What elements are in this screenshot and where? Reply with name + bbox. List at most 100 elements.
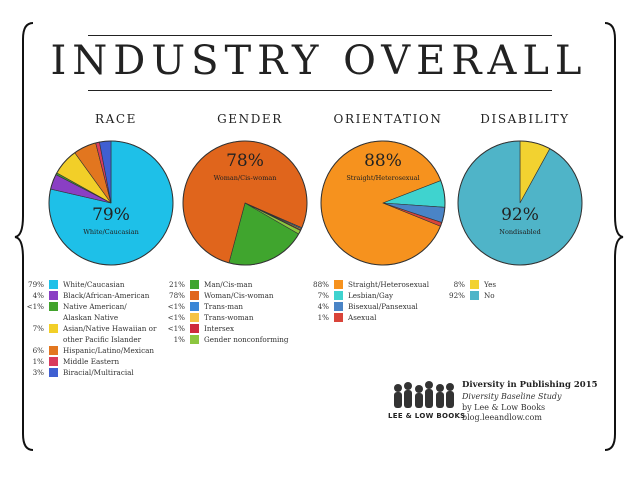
lee-low-logo-icon — [394, 381, 454, 408]
orientation-heading: ORIENTATION — [333, 112, 443, 126]
legend-swatch — [49, 291, 58, 300]
race-heading: RACE — [94, 112, 138, 126]
legend-percent: 7% — [32, 324, 44, 333]
race-legend-item: 1% Middle Eastern — [22, 356, 182, 367]
legend-swatch — [334, 302, 343, 311]
gender-center-caption: Woman/Cis-woman — [214, 174, 277, 182]
race-legend-item: 6% Hispanic/Latino/Mexican — [22, 345, 182, 356]
race-legend-item: 7% Asian/Native Hawaiian or other Pacific… — [22, 323, 182, 345]
legend-label: No — [484, 291, 495, 300]
disability-pie-outline — [457, 140, 583, 266]
gender-center-value: 78% — [226, 151, 264, 171]
legend-percent: 1% — [32, 357, 44, 366]
legend-swatch — [190, 335, 199, 344]
legend-label: Lesbian/Gay — [348, 291, 394, 300]
legend-swatch — [49, 368, 58, 377]
disability-slice-no — [457, 140, 583, 266]
disability-heading: DISABILITY — [480, 112, 570, 126]
gender-legend: 21% Man/Cis-man 78% Woman/Cis-woman <1% Trans… — [163, 279, 313, 345]
orientation-center-caption: Straight/Heterosexual — [346, 174, 419, 182]
legend-swatch — [190, 302, 199, 311]
gender-legend-item: 21% Man/Cis-man — [163, 279, 313, 290]
legend-percent: <1% — [167, 313, 185, 322]
legend-swatch — [49, 324, 58, 333]
legend-percent: 8% — [453, 280, 465, 289]
orientation-center-value: 88% — [364, 151, 402, 171]
legend-percent: 79% — [28, 280, 44, 289]
legend-label: Middle Eastern — [63, 357, 120, 366]
legend-swatch — [190, 324, 199, 333]
legend-percent: 4% — [32, 291, 44, 300]
legend-label: Bisexual/Pansexual — [348, 302, 418, 311]
legend-percent: 6% — [32, 346, 44, 355]
legend-label: Asian/Native Hawaiian or other Pacific I… — [63, 324, 157, 344]
legend-percent: 92% — [449, 291, 465, 300]
gender-legend-item: <1% Intersex — [163, 323, 313, 334]
legend-swatch — [334, 313, 343, 322]
legend-label: Straight/Heterosexual — [348, 280, 430, 289]
legend-label: Hispanic/Latino/Mexican — [63, 346, 155, 355]
disability-pie-chart: 92% Nondisabled — [457, 140, 583, 266]
legend-label: Intersex — [204, 324, 235, 333]
legend-percent: 7% — [317, 291, 329, 300]
orientation-legend-item: 88% Straight/Heterosexual — [307, 279, 457, 290]
gender-pie-chart: 78% Woman/Cis-woman — [182, 140, 308, 266]
frame — [13, 21, 625, 452]
legend-percent: <1% — [167, 324, 185, 333]
legend-label: Man/Cis-man — [204, 280, 253, 289]
legend-label: Woman/Cis-woman — [204, 291, 274, 300]
legend-swatch — [49, 357, 58, 366]
page-title: INDUSTRY OVERALL — [50, 38, 588, 84]
legend-label: Biracial/Multiracial — [63, 368, 134, 377]
legend-swatch — [334, 280, 343, 289]
legend-swatch — [49, 302, 58, 311]
gender-pie-outline — [182, 140, 308, 266]
race-legend: 79% White/Caucasian 4% Black/African-Americ… — [22, 279, 182, 378]
credit-block: LEE & LOW BOOKS Diversity in Publishing … — [386, 372, 626, 422]
gender-legend-item: 78% Woman/Cis-woman — [163, 290, 313, 301]
gender-legend-item: <1% Trans-man — [163, 301, 313, 312]
race-pie-chart: 79% White/Caucasian — [48, 140, 174, 266]
legend-label: Gender nonconforming — [204, 335, 289, 344]
credit-title: Diversity in Publishing 2015 — [462, 380, 598, 390]
disability-legend-item: 8% Yes — [443, 279, 543, 290]
right-brace — [604, 22, 624, 451]
orientation-pie-outline — [320, 140, 446, 266]
legend-percent: <1% — [26, 302, 44, 311]
legend-percent: 21% — [169, 280, 185, 289]
legend-swatch — [334, 291, 343, 300]
orientation-legend-item: 4% Bisexual/Pansexual — [307, 301, 457, 312]
race-legend-item: 3% Biracial/Multiracial — [22, 367, 182, 378]
legend-label: Trans-man — [204, 302, 243, 311]
title-rule-top — [88, 35, 552, 36]
legend-label: White/Caucasian — [63, 280, 125, 289]
orientation-legend-item: 7% Lesbian/Gay — [307, 290, 457, 301]
disability-center-value: 92% — [501, 205, 539, 225]
credit-subtitle: Diversity Baseline Study — [462, 392, 562, 401]
legend-percent: 88% — [313, 280, 329, 289]
legend-label: Asexual — [348, 313, 377, 322]
gender-legend-item: 1% Gender nonconforming — [163, 334, 313, 345]
legend-percent: 3% — [32, 368, 44, 377]
logo-text: LEE & LOW BOOKS — [388, 412, 466, 420]
legend-percent: 1% — [173, 335, 185, 344]
gender-legend-item: <1% Trans-woman — [163, 312, 313, 323]
race-legend-item: <1% Native American/ Alaskan Native — [22, 301, 182, 323]
credit-author: by Lee & Low Books — [462, 403, 546, 412]
legend-swatch — [190, 313, 199, 322]
race-legend-item: 4% Black/African-American — [22, 290, 182, 301]
legend-percent: 1% — [317, 313, 329, 322]
legend-percent: 78% — [169, 291, 185, 300]
left-brace — [14, 22, 34, 451]
race-legend-item: 79% White/Caucasian — [22, 279, 182, 290]
legend-swatch — [49, 280, 58, 289]
legend-percent: <1% — [167, 302, 185, 311]
legend-swatch — [470, 291, 479, 300]
gender-heading: GENDER — [217, 112, 283, 126]
legend-swatch — [470, 280, 479, 289]
legend-swatch — [190, 291, 199, 300]
title-rule-bottom — [88, 90, 552, 91]
orientation-pie-chart: 88% Straight/Heterosexual — [320, 140, 446, 266]
legend-swatch — [49, 346, 58, 355]
disability-center-caption: Nondisabled — [499, 228, 541, 236]
